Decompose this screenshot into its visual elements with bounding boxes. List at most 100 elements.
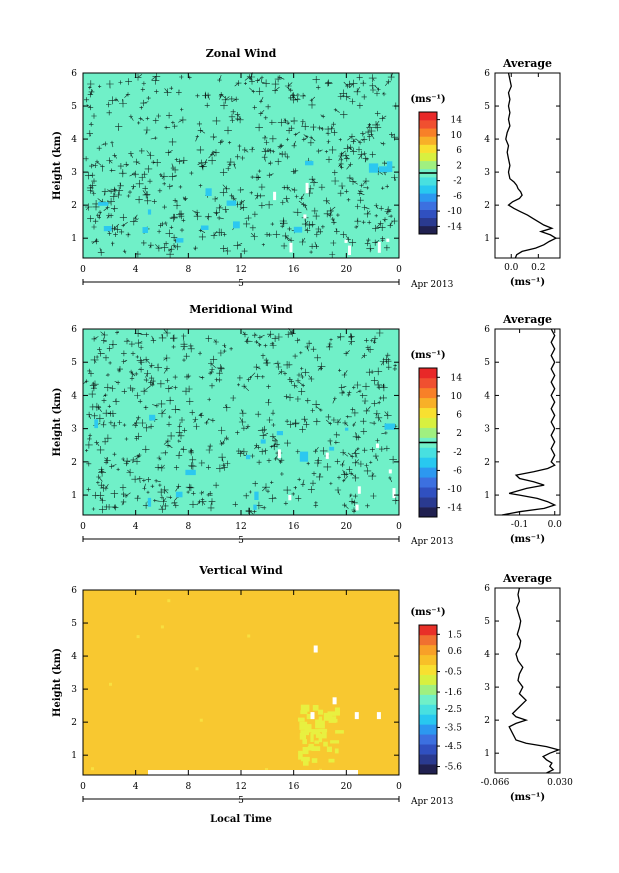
meridional-colorbar-tick-label: 14 <box>451 373 463 383</box>
vertical-gap <box>148 770 358 775</box>
vertical-patch <box>307 746 315 751</box>
vertical-patch <box>326 746 332 752</box>
zonal-colorbar-units: (ms⁻¹) <box>410 94 445 105</box>
zonal-contours <box>83 72 400 259</box>
meridional-colorbar-segment <box>419 407 437 418</box>
zonal-patch <box>200 225 209 230</box>
meridional-colorbar-segment <box>419 368 437 379</box>
vertical-x-tick-label: 8 <box>185 782 191 792</box>
meridional-patch <box>384 423 395 430</box>
vertical-avg-y-tick-label: 5 <box>484 617 490 627</box>
zonal-colorbar-segment <box>419 193 437 202</box>
vertical-patch <box>335 707 340 716</box>
vertical-patch <box>330 740 340 744</box>
vertical-avg-frame <box>494 587 561 774</box>
meridional-colorbar-segment <box>419 397 437 409</box>
meridional-x-tick-label: 0 <box>396 522 402 532</box>
vertical-month-label: Apr 2013 <box>410 797 454 807</box>
vertical-colorbar-units: (ms⁻¹) <box>410 607 445 618</box>
vertical-colorbar-tick-label: -1.6 <box>445 688 463 698</box>
vertical-patch <box>314 740 320 744</box>
vertical-colorbar-segment <box>419 754 437 765</box>
vertical-patch <box>303 757 309 766</box>
meridional-colorbar-tick-label: 2 <box>456 429 462 439</box>
vertical-avg-profile-line <box>508 587 561 774</box>
zonal-colorbar-segment <box>419 160 437 170</box>
meridional-gap <box>357 486 361 494</box>
vertical-patch <box>298 750 303 760</box>
meridional-colorbar-segment <box>419 477 437 488</box>
meridional-patch <box>276 431 283 436</box>
meridional-avg-y-tick-label: 4 <box>484 391 490 401</box>
zonal-avg-y-tick-label: 1 <box>484 234 490 244</box>
zonal-gap <box>344 239 348 243</box>
zonal-gap <box>303 214 307 219</box>
meridional-avg-y-tick-label: 5 <box>484 358 490 368</box>
zonal-avg-y-tick-label: 2 <box>484 201 490 211</box>
vertical-y-tick-label: 2 <box>71 718 77 728</box>
zonal-avg-y-tick-label: 4 <box>484 135 490 145</box>
zonal-y-tick-label: 4 <box>71 135 77 145</box>
meridional-contours <box>83 328 400 516</box>
zonal-colorbar-segment <box>419 201 437 210</box>
vertical-colorbar-tick-label: -5.6 <box>445 763 463 773</box>
meridional-avg-x-tick-label: -0.1 <box>511 520 528 530</box>
vertical-patch <box>323 712 333 721</box>
zonal-gap <box>348 245 351 255</box>
vertical-x-tick-label: 20 <box>341 782 353 792</box>
zonal-patch <box>176 238 184 243</box>
meridional-avg-x-tick-label: 0.0 <box>548 520 563 530</box>
meridional-gap <box>392 488 396 499</box>
meridional-colorbar-tick-label: 10 <box>451 392 463 402</box>
meridional-colorbar-tick-label: -10 <box>448 485 463 495</box>
zonal-colorbar-segment <box>419 144 437 153</box>
meridional-ylabel: Height (km) <box>52 388 63 457</box>
vertical-avg-y-tick-label: 6 <box>484 584 490 594</box>
zonal-x-tick-label: 0 <box>396 265 402 275</box>
vertical-patch <box>315 719 322 729</box>
zonal-x-tick-label: 12 <box>235 265 246 275</box>
vertical-gap <box>332 697 337 705</box>
zonal-avg-y-tick-label: 6 <box>484 69 490 79</box>
zonal-colorbar-tick-label: 10 <box>451 131 463 141</box>
vertical-speck <box>195 667 199 671</box>
vertical-colorbar-tick-label: -4.5 <box>445 742 463 752</box>
meridional-x-tick-label: 0 <box>80 522 86 532</box>
vertical-x-tick-label: 4 <box>133 782 139 792</box>
meridional-colorbar-tick-label: -6 <box>453 466 462 476</box>
vertical-y-tick-label: 6 <box>71 586 77 596</box>
meridional-gap <box>288 495 292 501</box>
meridional-y-tick-label: 6 <box>71 325 77 335</box>
meridional-avg-y-tick-label: 2 <box>484 458 490 468</box>
zonal-avg-unit: (ms⁻¹) <box>510 277 545 288</box>
meridional-patch <box>185 469 196 476</box>
zonal-avg-x-tick-label: 0.0 <box>504 263 519 273</box>
vertical-speck <box>91 767 94 771</box>
vertical-avg-unit: (ms⁻¹) <box>510 792 545 803</box>
zonal-colorbar-tick-label: 14 <box>451 116 463 126</box>
zonal-avg-profile-line <box>505 72 558 259</box>
meridional-gap <box>376 443 379 448</box>
zonal-patch <box>98 202 109 206</box>
vertical-patch <box>299 733 306 740</box>
zonal-avg-y-tick-label: 5 <box>484 102 490 112</box>
vertical-patch <box>328 758 335 763</box>
vertical-colorbar-segment <box>419 744 437 755</box>
vertical-gap <box>376 712 381 720</box>
zonal-colorbar-segment <box>419 112 437 121</box>
zonal-gap <box>386 238 390 242</box>
zonal-x-tick-label: 16 <box>288 265 300 275</box>
meridional-colorbar-tick-label: -2 <box>453 448 462 458</box>
zonal-colorbar-segment <box>419 128 437 137</box>
vertical-colorbar-segment <box>419 734 437 745</box>
zonal-gap <box>377 242 381 253</box>
vertical-ylabel: Height (km) <box>52 648 63 717</box>
x-axis-label: Local Time <box>210 814 272 825</box>
zonal-month-label: Apr 2013 <box>410 280 454 290</box>
vertical-patch <box>315 732 321 738</box>
zonal-patch <box>293 226 303 233</box>
vertical-x-tick-label: 16 <box>288 782 300 792</box>
vertical-title: Vertical Wind <box>198 564 283 577</box>
